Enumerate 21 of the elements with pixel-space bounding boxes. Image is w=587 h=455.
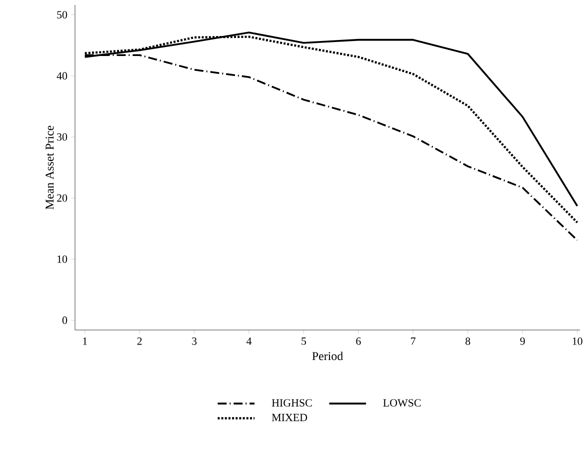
x-tick-label: 7 xyxy=(411,338,416,345)
y-tick-label: 30 xyxy=(57,133,68,141)
x-tick-label: 3 xyxy=(192,338,197,345)
legend-label: MIXED xyxy=(272,414,308,422)
y-tick-label: 50 xyxy=(57,11,68,18)
x-tick-label: 1 xyxy=(83,338,87,345)
x-tick-label: 4 xyxy=(246,338,252,345)
x-tick-label: 10 xyxy=(572,338,582,345)
y-tick-label: 40 xyxy=(56,72,68,80)
x-tick-label: 9 xyxy=(520,338,525,345)
legend-label: LOWSC xyxy=(383,399,421,407)
y-tick-label: 0 xyxy=(62,316,68,324)
x-tick-label: 2 xyxy=(137,338,142,345)
y-tick-label: 20 xyxy=(57,194,68,202)
x-axis-title: Period xyxy=(312,352,343,360)
x-tick-label: 6 xyxy=(356,338,361,345)
y-axis-title: Mean Asset Price xyxy=(46,126,54,210)
legend-label: HIGHSC xyxy=(272,399,312,407)
x-tick-label: 8 xyxy=(466,338,470,345)
x-tick-label: 5 xyxy=(302,338,306,345)
y-tick-label: 10 xyxy=(58,255,68,263)
